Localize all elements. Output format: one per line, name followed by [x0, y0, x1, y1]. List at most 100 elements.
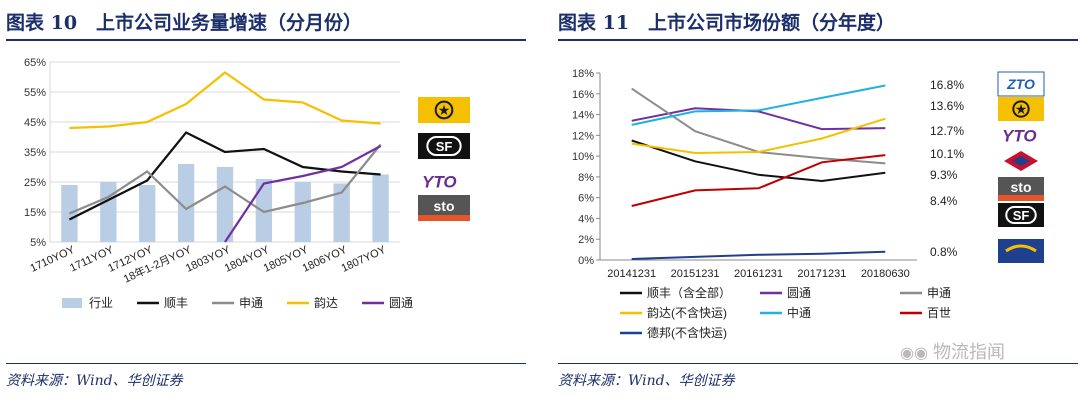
best-logo-inner	[1012, 156, 1030, 166]
sto-logo-text: sto	[1011, 179, 1032, 195]
yunda-logo-star: ★	[438, 102, 451, 118]
yunda-logo-mark	[1012, 100, 1030, 118]
left-bar	[139, 185, 156, 242]
left-bar	[333, 183, 350, 242]
right-series-line	[631, 139, 886, 183]
left-logos: ★ SF YTO sto	[418, 97, 470, 221]
watermark: ◉◉ 物流指闻	[900, 338, 1005, 364]
left-y-tick-label: 25%	[24, 177, 46, 189]
left-y-ticks: 5% 15% 25% 35% 45% 55% 65%	[24, 57, 46, 249]
left-chart-title: 图表 10 上市公司业务量增速（分月份）	[6, 12, 363, 34]
right-y-tick-label: 8%	[578, 172, 594, 184]
right-y-tick-label: 14%	[572, 110, 594, 122]
right-y-tick-label: 0%	[578, 255, 594, 267]
sf-logo: SF	[998, 203, 1044, 227]
right-end-label: 12.7%	[930, 124, 964, 138]
right-logos: ZTO ★ YTO sto SF	[997, 71, 1045, 263]
left-legend-swatch	[62, 298, 82, 308]
wechat-icon: ◉◉	[900, 343, 934, 362]
right-end-labels: 16.8% 13.6% 12.7% 10.1% 9.3% 8.4% 0.8%	[930, 78, 964, 259]
right-series-line	[631, 84, 886, 126]
right-y-tick-label: 4%	[578, 213, 594, 225]
left-legend: 行业 顺丰 申通 韵达 圆通	[62, 295, 413, 310]
left-bar	[255, 179, 273, 242]
right-x-tick-label: 20171231	[797, 268, 846, 280]
yunda-logo: ★	[998, 97, 1044, 121]
left-y-tick-label: 55%	[24, 87, 46, 99]
yunda-logo-star: ★	[1015, 101, 1028, 117]
right-end-label: 8.4%	[930, 194, 958, 208]
sto-logo: sto	[998, 177, 1044, 201]
yto-logo: YTO	[422, 172, 457, 191]
right-end-label: 0.8%	[930, 245, 958, 259]
zto-logo-bg	[997, 71, 1045, 97]
right-legend-label: 中通	[787, 305, 811, 320]
right-y-tick-label: 18%	[572, 68, 594, 80]
zto-logo: ZTO	[997, 71, 1045, 97]
right-series-line	[631, 117, 886, 155]
right-axes	[596, 72, 917, 261]
left-bar	[372, 174, 389, 242]
left-x-ticks: 1710YOY1711YOY1712YOY18年1-2月YOY1803YOY18…	[28, 242, 388, 286]
right-source: 资料来源：Wind、华创证券	[558, 373, 735, 389]
right-x-tick-label: 20151231	[671, 268, 720, 280]
left-legend-label: 行业	[89, 296, 113, 310]
right-legend-label: 德邦(不含快运)	[647, 325, 727, 340]
left-chart: 5% 15% 25% 35% 45% 55% 65% 1710YOY1711YOY1712Y…	[24, 57, 470, 310]
best-logo	[1004, 151, 1038, 171]
right-y-tick-label: 6%	[578, 193, 594, 205]
right-y-tick-label: 10%	[572, 151, 594, 163]
right-x-tick-label: 20141231	[607, 268, 656, 280]
left-lines	[68, 71, 382, 243]
deppon-logo	[998, 239, 1044, 263]
right-end-label: 16.8%	[930, 78, 964, 92]
left-bar	[294, 182, 311, 242]
right-y-ticks: 0% 2% 4% 6% 8% 10% 12% 14% 16% 18%	[572, 68, 594, 267]
left-legend-label: 申通	[239, 296, 263, 310]
zto-logo-text: ZTO	[1006, 76, 1035, 92]
right-y-tick-label: 12%	[572, 130, 594, 142]
right-end-label: 13.6%	[930, 99, 964, 113]
left-legend-label: 韵达	[314, 295, 338, 310]
right-end-label: 10.1%	[930, 147, 964, 161]
sf-logo-ring	[1005, 206, 1037, 224]
sto-logo-stripe	[998, 195, 1044, 201]
left-y-tick-label: 5%	[30, 237, 46, 249]
right-legend-label: 申通	[927, 286, 951, 300]
left-bar	[177, 164, 195, 242]
deppon-logo-arc	[1005, 244, 1037, 253]
right-end-label: 9.3%	[930, 168, 958, 182]
left-title-rule	[6, 39, 526, 41]
yunda-logo-mark	[434, 100, 454, 120]
yto-logo-text: YTO	[422, 172, 457, 191]
sto-logo-stripe	[418, 215, 470, 221]
right-x-tick-label: 20161231	[734, 268, 783, 280]
sf-logo-text: SF	[436, 139, 453, 154]
deppon-logo-bg	[998, 239, 1044, 263]
sf-logo-text: SF	[1013, 208, 1030, 223]
right-series-line	[631, 250, 886, 260]
left-bar	[216, 167, 234, 242]
left-legend-label: 圆通	[389, 296, 413, 310]
right-x-ticks: 20141231 20151231 20161231 20171231 20180630	[607, 268, 910, 280]
right-series-line	[631, 107, 886, 131]
right-y-tick-label: 2%	[578, 234, 594, 246]
right-chart-title: 图表 11 上市公司市场份额（分年度）	[558, 12, 896, 34]
left-x-tick-label: 1807YOY	[340, 244, 389, 275]
left-y-tick-label: 45%	[24, 117, 46, 129]
sf-logo-ring	[426, 136, 462, 156]
yto-logo-text: YTO	[1002, 127, 1037, 146]
right-legend-label: 百世	[927, 306, 951, 320]
right-chart: 0% 2% 4% 6% 8% 10% 12% 14% 16% 18% 20141231 201512…	[572, 68, 1045, 340]
right-series-line	[631, 154, 886, 207]
sf-logo: SF	[418, 133, 470, 159]
sto-logo: sto	[418, 195, 470, 221]
right-legend-label: 圆通	[787, 286, 811, 300]
left-bars	[61, 164, 389, 242]
left-source: 资料来源：Wind、华创证券	[6, 373, 183, 389]
left-y-tick-label: 35%	[24, 147, 46, 159]
left-series-line	[69, 71, 381, 130]
right-title-rule	[558, 39, 1078, 41]
right-y-tick-label: 16%	[572, 89, 594, 101]
